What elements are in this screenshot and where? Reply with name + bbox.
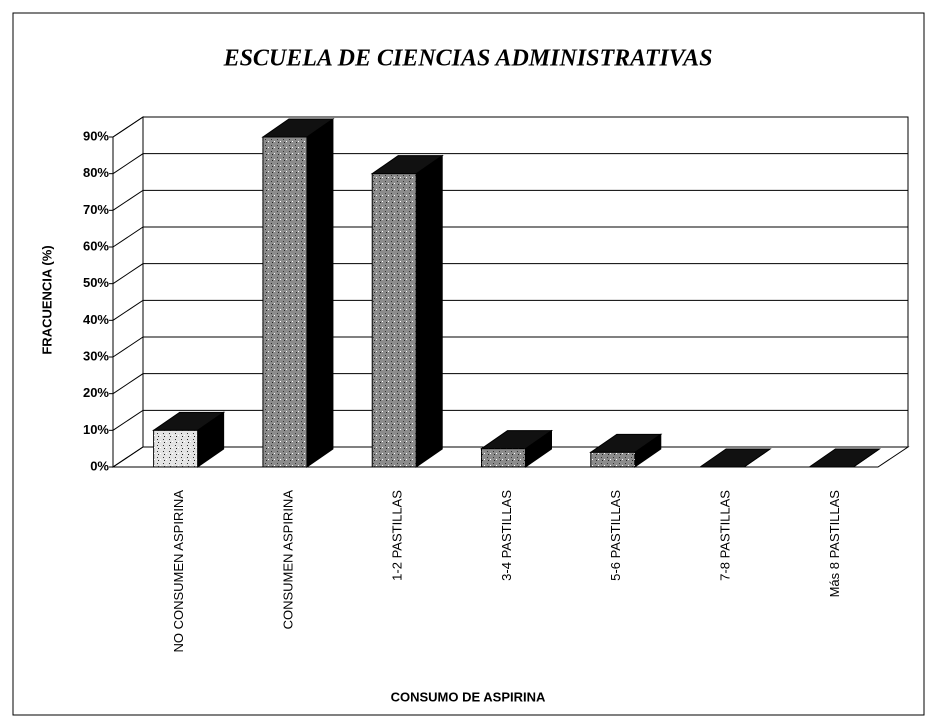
- grid-line: [112, 409, 908, 431]
- x-tick-label: 1-2 PASTILLAS: [390, 490, 405, 581]
- x-tick-label: Más 8 PASTILLAS: [827, 490, 842, 598]
- bar-texture: [372, 173, 417, 467]
- y-tick-label: 10%: [83, 422, 109, 437]
- plot-area: 0% 10% 20% 30% 40% 50% 60% 70% 80% 90% NO CONSUMEN…: [83, 116, 910, 653]
- grid-line: [112, 336, 908, 358]
- y-tick-label: 90%: [83, 128, 109, 143]
- chart-title: ESCUELA DE CIENCIAS ADMINISTRATIVAS: [223, 46, 713, 72]
- x-tick-label: NO CONSUMEN ASPIRINA: [171, 490, 186, 653]
- grid-line: [112, 226, 908, 248]
- y-tick-label: 40%: [83, 312, 109, 327]
- bar: [370, 154, 444, 468]
- bar-top: [807, 448, 881, 468]
- grid-line: [112, 263, 908, 285]
- bar-texture: [481, 448, 526, 467]
- bar-texture: [153, 430, 198, 467]
- y-tick-label: 30%: [83, 348, 109, 363]
- y-tick-label: 0%: [90, 458, 109, 473]
- bar-top: [698, 448, 772, 468]
- x-tick-label: 7-8 PASTILLAS: [718, 490, 733, 581]
- frame: [12, 12, 925, 716]
- bar: [479, 429, 554, 468]
- y-axis-label: FRACUENCIA (%): [39, 245, 54, 354]
- bar: [807, 448, 881, 468]
- bar-side: [415, 154, 443, 468]
- x-tick-label: CONSUMEN ASPIRINA: [280, 490, 295, 630]
- y-tick-label: 50%: [83, 275, 109, 290]
- bar: [698, 448, 772, 468]
- grid-line: [112, 153, 908, 175]
- y-tick-label: 70%: [83, 202, 109, 217]
- back-wall: [142, 116, 909, 448]
- bar-side: [306, 118, 334, 468]
- grid-line: [112, 299, 908, 321]
- grid-line: [112, 189, 908, 211]
- grid-line: [112, 116, 908, 138]
- y-tick-label: 20%: [83, 385, 109, 400]
- y-tick-label: 80%: [83, 165, 109, 180]
- bar: [589, 433, 663, 468]
- side-wall: [112, 116, 144, 468]
- y-tick-label: 60%: [83, 238, 109, 253]
- bar: [261, 118, 335, 468]
- x-tick-label: 3-4 PASTILLAS: [499, 490, 514, 581]
- grid-line: [112, 373, 908, 395]
- x-tick-label: 5-6 PASTILLAS: [608, 490, 623, 581]
- bar: [152, 411, 226, 468]
- bar-texture: [262, 137, 307, 467]
- bar-texture: [590, 452, 635, 467]
- x-axis-label: CONSUMO DE ASPIRINA: [391, 689, 546, 704]
